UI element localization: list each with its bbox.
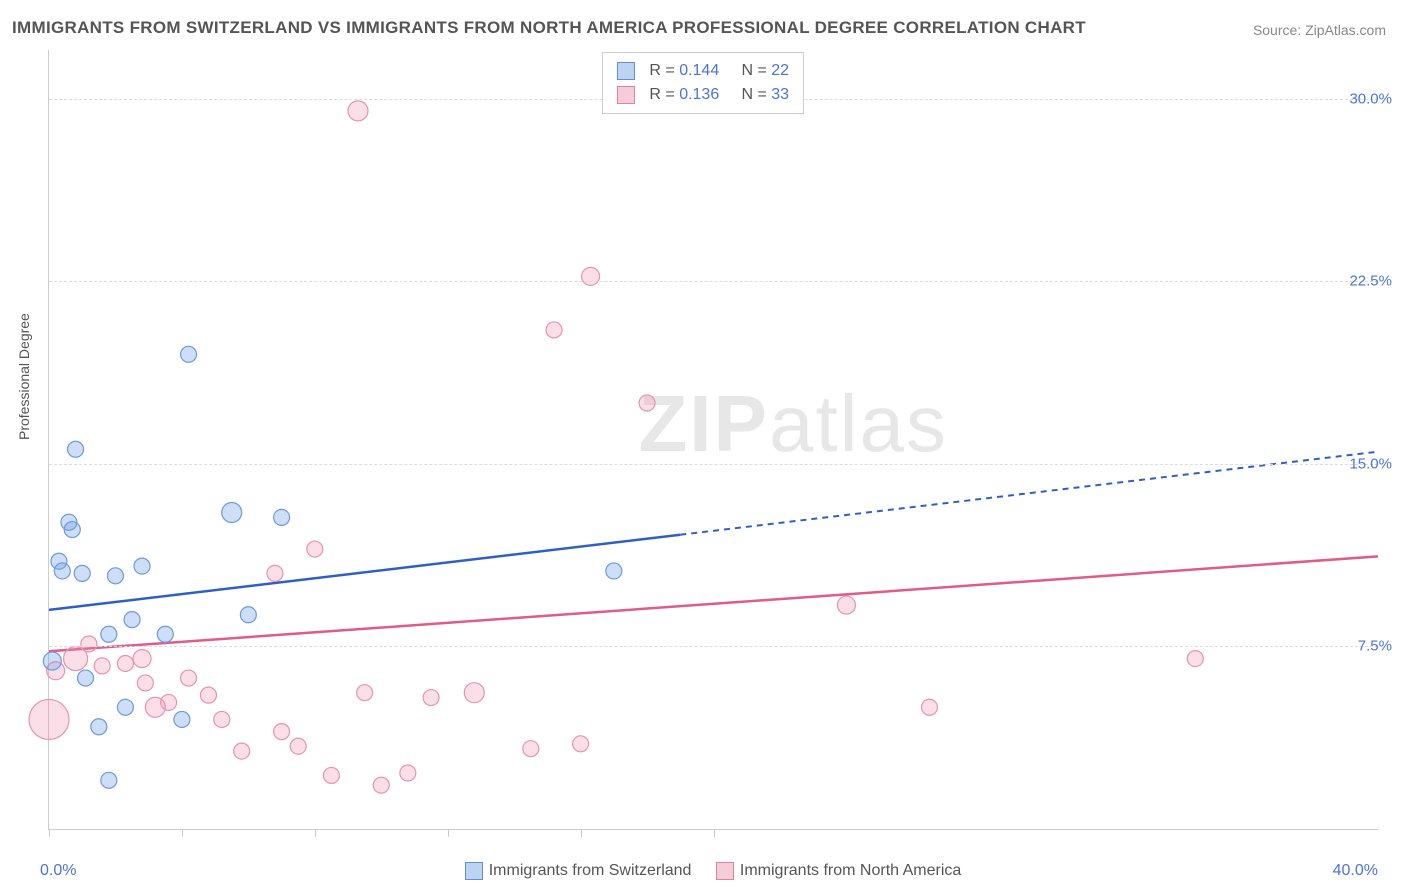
- y-tick-label: 30.0%: [1349, 90, 1392, 107]
- chart-svg: [49, 50, 1378, 829]
- stats-row-switzerland: R = 0.144 N = 22: [617, 59, 789, 83]
- stats-legend-box: R = 0.144 N = 22 R = 0.136 N = 33: [602, 52, 804, 114]
- legend-swatch-north-america-bottom: [716, 862, 734, 880]
- legend-swatch-switzerland: [617, 62, 635, 80]
- source-attribution: Source: ZipAtlas.com: [1253, 22, 1386, 38]
- plot-area: ZIPatlas: [48, 50, 1378, 830]
- legend-swatch-switzerland-bottom: [465, 862, 483, 880]
- chart-title: IMMIGRANTS FROM SWITZERLAND VS IMMIGRANT…: [12, 18, 1086, 38]
- y-tick-label: 7.5%: [1358, 638, 1392, 655]
- y-axis-label: Professional Degree: [16, 313, 32, 440]
- stats-row-north-america: R = 0.136 N = 33: [617, 83, 789, 107]
- y-tick-label: 22.5%: [1349, 273, 1392, 290]
- legend-label-switzerland: Immigrants from Switzerland: [489, 862, 692, 879]
- y-tick-label: 15.0%: [1349, 455, 1392, 472]
- legend-bottom: Immigrants from Switzerland Immigrants f…: [0, 862, 1406, 880]
- source-prefix: Source:: [1253, 22, 1305, 38]
- legend-label-north-america: Immigrants from North America: [740, 862, 961, 879]
- source-link[interactable]: ZipAtlas.com: [1305, 22, 1386, 38]
- legend-swatch-north-america: [617, 86, 635, 104]
